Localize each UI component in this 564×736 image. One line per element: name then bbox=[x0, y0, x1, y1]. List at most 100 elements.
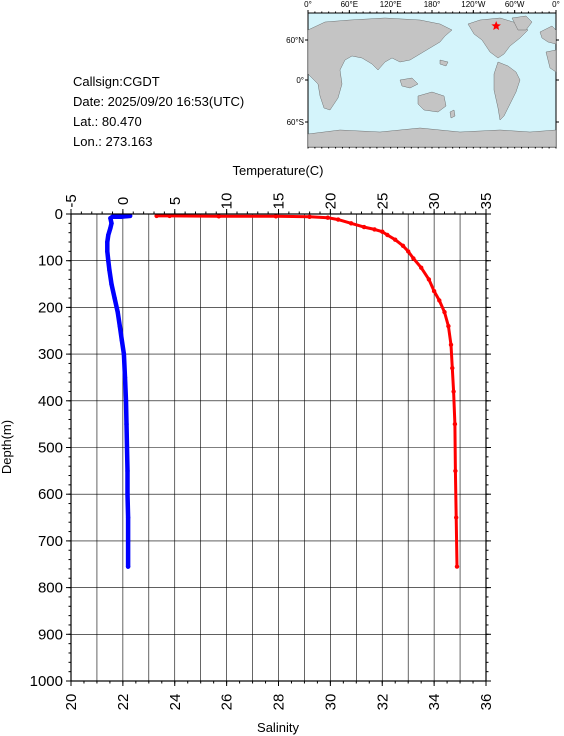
temperature-tick-labels: -5 0 5 10 15 20 25 30 35 bbox=[63, 193, 495, 210]
salinity-point bbox=[361, 224, 367, 230]
salinity-point bbox=[454, 564, 460, 569]
temperature-tick-label: 15 bbox=[271, 193, 288, 210]
salinity-tick-label: 24 bbox=[167, 694, 184, 711]
salinity-point bbox=[380, 229, 385, 234]
salinity-point bbox=[393, 237, 398, 242]
temperature-point bbox=[125, 515, 131, 520]
map-lat-label: 0° bbox=[296, 76, 304, 85]
map-top-labels: 0° 60°E 120°E 180° 120°W 60°W 0° bbox=[304, 0, 560, 9]
temperature-point bbox=[106, 258, 111, 263]
temperature-tick-label: 20 bbox=[322, 193, 339, 210]
salinity-point bbox=[431, 288, 437, 294]
salinity-tick-label: 36 bbox=[478, 694, 495, 711]
salinity-point bbox=[437, 298, 442, 303]
temperature-point bbox=[118, 214, 124, 219]
map-lat-label: 60°N bbox=[286, 36, 304, 45]
salinity-point bbox=[411, 256, 416, 261]
temperature-tick-label: 5 bbox=[167, 197, 184, 205]
longitude-label: Lon.: 273.163 bbox=[73, 134, 153, 149]
salinity-tick-label: 34 bbox=[426, 694, 443, 711]
depth-tick-label: 0 bbox=[55, 206, 63, 223]
depth-tick-label: 800 bbox=[38, 580, 63, 597]
temperature-point bbox=[105, 249, 110, 254]
salinity-point bbox=[372, 227, 377, 232]
depth-axis-label: Depth(m) bbox=[0, 420, 14, 474]
salinity-tick-label: 28 bbox=[271, 694, 288, 711]
salinity-point bbox=[325, 215, 330, 220]
salinity-profile-line bbox=[155, 214, 459, 569]
salinity-point bbox=[446, 323, 451, 329]
star-icon bbox=[491, 21, 501, 31]
temperature-tick-label: 30 bbox=[426, 193, 443, 210]
depth-tick-label: 1000 bbox=[30, 673, 63, 690]
depth-tick-label: 200 bbox=[38, 299, 63, 316]
salinity-point bbox=[348, 221, 354, 226]
salinity-tick-labels: 20 22 24 26 28 30 32 34 36 bbox=[63, 694, 495, 711]
grid-lines bbox=[70, 213, 487, 682]
salinity-point bbox=[400, 243, 406, 248]
temperature-point bbox=[117, 323, 123, 329]
temperature-point bbox=[125, 564, 131, 569]
data-series bbox=[105, 213, 460, 569]
temperature-point bbox=[122, 375, 128, 380]
salinity-point bbox=[154, 213, 159, 219]
callsign-label: Callsign:CGDT bbox=[73, 74, 160, 89]
station-info: Callsign:CGDT Date: 2025/09/20 16:53(UTC… bbox=[73, 74, 244, 150]
salinity-point bbox=[448, 342, 454, 347]
map-lon-label: 0° bbox=[552, 0, 560, 9]
salinity-point bbox=[453, 468, 458, 474]
temperature-point bbox=[105, 239, 110, 245]
depth-tick-label: 700 bbox=[38, 533, 63, 550]
map-lon-label: 120°W bbox=[461, 0, 486, 9]
temperature-tick-label: 10 bbox=[219, 193, 236, 210]
temperature-point bbox=[127, 213, 133, 219]
depth-tick-label: 600 bbox=[38, 486, 63, 503]
temperature-point bbox=[125, 492, 130, 497]
depth-tick-label: 500 bbox=[38, 440, 63, 457]
plot-frame bbox=[70, 213, 487, 682]
temperature-tick-label: 25 bbox=[374, 193, 391, 210]
temperature-point bbox=[106, 232, 111, 238]
temperature-point bbox=[115, 309, 120, 315]
temperature-point bbox=[108, 216, 113, 221]
temperature-point bbox=[124, 445, 130, 450]
salinity-point bbox=[307, 214, 312, 219]
depth-tick-label: 300 bbox=[38, 346, 63, 363]
salinity-point bbox=[452, 421, 458, 427]
temperature-tick-label: -5 bbox=[63, 194, 80, 207]
salinity-point bbox=[451, 389, 456, 394]
map-lon-label: 60°W bbox=[505, 0, 525, 9]
temperature-point bbox=[123, 398, 129, 403]
temperature-point bbox=[112, 295, 117, 301]
salinity-point bbox=[336, 217, 341, 222]
salinity-point bbox=[450, 365, 455, 371]
temperature-point bbox=[107, 267, 112, 273]
salinity-point bbox=[385, 232, 390, 238]
temperature-tick-label: 35 bbox=[478, 193, 495, 210]
map-left-labels: 60°N 0° 60°S bbox=[286, 36, 304, 127]
salinity-point bbox=[442, 309, 447, 315]
temperature-point bbox=[125, 468, 130, 474]
salinity-tick-label: 20 bbox=[63, 694, 80, 711]
map-lon-label: 120°E bbox=[380, 0, 402, 9]
temperature-point bbox=[109, 281, 114, 287]
map-lon-label: 0° bbox=[304, 0, 312, 9]
salinity-axis-label: Salinity bbox=[257, 720, 299, 735]
depth-tick-label: 900 bbox=[38, 626, 63, 643]
salinity-point bbox=[426, 277, 432, 282]
depth-tick-label: 400 bbox=[38, 393, 63, 410]
map-lat-label: 60°S bbox=[287, 118, 304, 127]
temperature-point bbox=[108, 225, 113, 231]
depth-tick-label: 100 bbox=[38, 253, 63, 270]
salinity-point bbox=[454, 515, 459, 520]
temperature-point bbox=[124, 421, 129, 427]
temperature-point bbox=[125, 538, 131, 544]
temperature-axis-label: Temperature(C) bbox=[232, 163, 323, 178]
salinity-point bbox=[406, 249, 411, 254]
map-lon-label: 60°E bbox=[341, 0, 358, 9]
salinity-point bbox=[419, 265, 424, 270]
station-marker bbox=[491, 21, 501, 31]
map-lon-label: 180° bbox=[424, 0, 441, 9]
date-label: Date: 2025/09/20 16:53(UTC) bbox=[73, 94, 245, 109]
